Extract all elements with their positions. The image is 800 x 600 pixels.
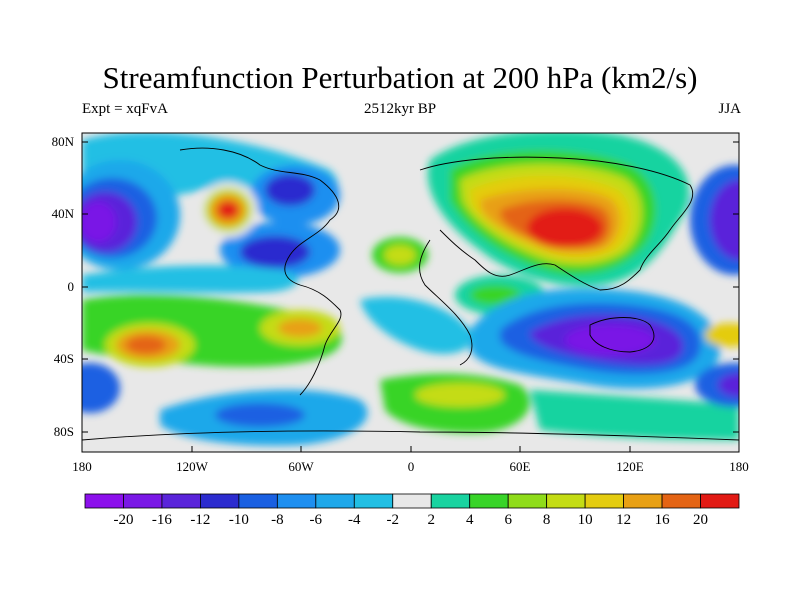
colorbar-tick-label: -4 [348,512,361,528]
colorbar-tick-label: 2 [427,512,435,528]
colorbar-tick-label: 6 [504,512,512,528]
east-pacific-low-core [710,180,739,260]
colorbar-tick-label: 12 [616,512,632,528]
colorbar-tick-label: 10 [577,512,593,528]
colorbar [84,493,740,509]
colorbar-tick-label: 20 [693,512,708,528]
antarctica-coast [82,430,739,441]
colorbar-box [353,493,394,509]
colorbar-tick-label: -20 [113,512,134,528]
colorbar-box [276,493,317,509]
season-label: JJA [718,101,741,117]
americas-coast [179,147,342,396]
se-yellow [705,323,739,347]
colorbar-tick-label: -10 [228,512,249,528]
eurasia-high-core [527,208,603,248]
colorbar-box [430,493,471,509]
colorbar-box [84,493,124,509]
sw-low [82,363,120,413]
s-america-orange [278,319,322,337]
southern-ocean-teal [530,390,739,440]
colorbar-box [623,493,663,509]
southern-ocean-yellow [415,383,505,407]
colorbar-box [200,493,240,509]
southern-ocean-low-core [215,403,305,427]
colorbar-tick-label: 4 [465,512,474,528]
lat-label-0: 0 [67,279,75,294]
colorbar-tick-label: -16 [151,512,172,528]
south-pacific-core [126,336,166,354]
colorbar-box [584,493,624,509]
colorbar-box [469,493,509,509]
colorbar-box [700,493,740,509]
colorbar-box [392,493,432,509]
colorbar-tick-label: 8 [542,512,551,528]
lon-label-180w: 180 [72,459,92,474]
eurasia-coast [419,156,693,291]
colorbar-box [238,493,278,509]
lon-ticks [81,446,740,452]
streamfunction-field [82,133,739,452]
west-us-high-core [217,201,239,219]
africa-coast [419,239,473,366]
chart-title: Streamfunction Perturbation at 200 hPa (… [102,60,698,95]
colorbar-tick-label: -12 [190,512,211,528]
lon-label-120w: 120W [176,459,208,474]
canada-low-core [265,174,315,206]
time-label: 2512kyr BP [363,101,437,117]
lat-label-80n: 80N [51,134,74,149]
colorbar-tick-label: -8 [271,512,284,528]
australia-coast [589,317,655,353]
lon-label-60w: 60W [288,459,314,474]
us-low-core [240,236,310,268]
se-low-core [718,373,739,397]
colorbar-box [661,493,701,509]
lon-label-0: 0 [407,459,415,474]
experiment-label: Expt = xqFvA [82,101,168,117]
africa-green-core [470,285,520,305]
pacific-low-center [82,202,116,242]
colorbar-tick-label: 16 [654,512,670,528]
colorbar-tick-label: -2 [386,512,400,528]
lat-ticks [82,141,739,433]
lat-label-40n: 40N [51,206,74,221]
lon-label-120e: 120E [616,459,644,474]
tropical-cyan-band [82,265,299,293]
lat-label-80s: 80S [53,424,74,439]
se-low [695,363,739,407]
lon-label-60e: 60E [509,459,531,474]
coastlines [82,147,739,441]
colorbar-box [123,493,163,509]
lon-label-180e: 180 [729,459,749,474]
colorbar-box [161,493,201,509]
colorbar-tick-label: -6 [309,512,323,528]
atlantic-yellow [384,245,416,265]
colorbar-box [507,493,548,509]
lat-label-40s: 40S [53,351,74,366]
s-atlantic-cyan [360,296,472,354]
indian-low-center [565,325,655,355]
colorbar-box [546,493,586,509]
colorbar-box [315,493,355,509]
